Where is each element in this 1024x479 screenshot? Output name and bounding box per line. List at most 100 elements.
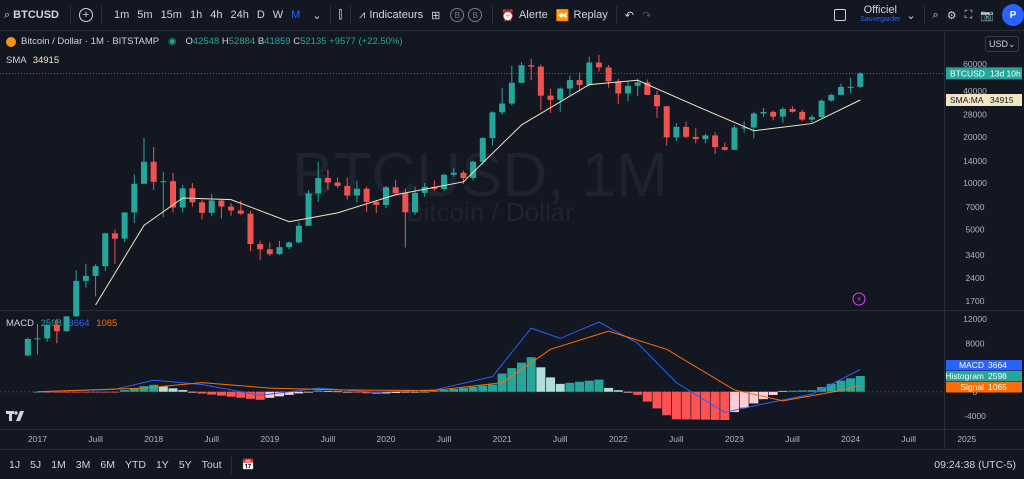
lightning-glyph: ⚡ xyxy=(856,295,862,304)
timeframe-D[interactable]: D xyxy=(256,9,265,21)
clock-display[interactable]: 09:24:38 (UTC-5) xyxy=(934,458,1016,471)
timeframe-1m[interactable]: 1m xyxy=(114,9,130,21)
sma-legend[interactable]: SMA 34915 xyxy=(6,55,59,66)
macd-label: MACD xyxy=(6,318,34,329)
timeframe-W[interactable]: W xyxy=(272,9,284,21)
candle-body xyxy=(654,94,661,107)
snapshot-button[interactable]: 📷 xyxy=(976,0,998,31)
templates-button[interactable]: ⊞ xyxy=(427,0,444,31)
macd-histogram-bar xyxy=(62,391,72,393)
range-Tout[interactable]: Tout xyxy=(201,458,222,471)
quick-search-button[interactable]: ⌕ xyxy=(929,0,943,31)
macd-tick-label: 8000 xyxy=(966,338,985,348)
price-tick-label: 2400 xyxy=(966,273,985,283)
symbol-search[interactable]: ⌕ BTCUSD xyxy=(0,0,66,31)
macd-histogram-bar xyxy=(662,391,672,416)
candle-body xyxy=(402,193,409,213)
macd-histogram-bar xyxy=(33,391,42,393)
candle-body xyxy=(712,135,719,148)
sma-tag-label: SMA:MA xyxy=(950,95,984,105)
publish-button[interactable]: P xyxy=(998,0,1024,31)
range-1Y[interactable]: 1Y xyxy=(155,458,169,471)
range-1M[interactable]: 1M xyxy=(51,458,66,471)
time-tick-label: Juill xyxy=(669,434,684,444)
compare-symbol-button[interactable]: + xyxy=(75,0,97,31)
candle-body xyxy=(547,95,554,100)
macd-histogram-bar xyxy=(526,357,536,392)
time-tick-label: 2023 xyxy=(725,434,744,444)
fullscreen-button[interactable]: ⛶ xyxy=(961,0,977,31)
macd-histogram-bar xyxy=(294,391,304,394)
candle-body xyxy=(412,192,419,213)
macd-histogram-bar xyxy=(429,391,439,392)
redo-button[interactable]: ↷ xyxy=(638,0,655,31)
divider xyxy=(70,6,71,24)
range-YTD[interactable]: YTD xyxy=(124,458,146,471)
undo-button[interactable]: ↶ xyxy=(621,0,638,31)
time-tick-label: 2018 xyxy=(144,434,163,444)
timeframe-1h[interactable]: 1h xyxy=(189,9,203,21)
candle-body xyxy=(199,202,206,213)
candle-body xyxy=(663,106,670,138)
alert-label: Alerte xyxy=(519,9,548,21)
rewind-icon: ⏪ xyxy=(555,9,570,22)
indicators-button[interactable]: ⩘ Indicateurs xyxy=(355,0,427,31)
range-6M[interactable]: 6M xyxy=(100,458,115,471)
range-1J[interactable]: 1J xyxy=(9,458,21,471)
price-tick-label: 1700 xyxy=(966,296,985,306)
candle-body xyxy=(305,193,312,226)
chart-type-button[interactable]: ⫿ xyxy=(335,0,347,31)
currency-dropdown[interactable]: USD ⌄ xyxy=(985,36,1019,52)
macd-histogram-bar xyxy=(100,391,110,393)
undo-icon: ↶ xyxy=(624,9,634,22)
indicators-label: Indicateurs xyxy=(369,9,424,21)
replay-label: Replay xyxy=(573,9,608,21)
candle-body xyxy=(218,200,225,207)
candle-body xyxy=(276,247,283,255)
replay-button[interactable]: ⏪ Replay xyxy=(552,0,612,31)
range-3M[interactable]: 3M xyxy=(75,458,91,471)
candle-body xyxy=(121,212,128,239)
candle-body xyxy=(721,147,728,150)
macd-histogram-bar xyxy=(517,362,526,392)
timeframe-24h[interactable]: 24h xyxy=(230,9,249,21)
candle-body xyxy=(683,126,690,137)
macd-histogram-bar xyxy=(536,367,546,392)
macd-histogram-bar xyxy=(468,386,478,392)
layout-name: Officiel Sauvegarder xyxy=(860,5,900,25)
macd-histogram-bar xyxy=(700,391,710,420)
b-circle-icon[interactable]: B xyxy=(468,8,483,22)
divider xyxy=(230,455,232,474)
macd-histogram-bar xyxy=(400,391,410,393)
range-5J[interactable]: 5J xyxy=(30,458,42,471)
price-tick-label: 3400 xyxy=(966,250,985,260)
candle-body xyxy=(479,138,486,162)
macd-histogram-bar xyxy=(362,391,372,394)
macd-histogram-bar xyxy=(778,390,788,392)
b-circle-icon[interactable]: B xyxy=(450,8,465,22)
macd-histogram-bar xyxy=(226,391,236,397)
candle-body xyxy=(779,108,786,117)
timeframe-dropdown[interactable]: ⌄ xyxy=(308,0,325,31)
macd-histogram-bar xyxy=(546,377,556,392)
macd-legend[interactable]: MACD 2598 3664 1065 xyxy=(6,318,117,329)
date-range-calendar-icon[interactable]: 📅 xyxy=(241,459,255,471)
time-tick-label: 2022 xyxy=(609,434,628,444)
settings-button[interactable]: ⚙ xyxy=(943,0,961,31)
macd-histogram-bar xyxy=(739,391,749,408)
timeframe-5m[interactable]: 5m xyxy=(137,9,153,21)
range-5Y[interactable]: 5Y xyxy=(178,458,192,471)
timeframe-M[interactable]: M xyxy=(291,9,301,21)
macd-histogram-bar xyxy=(42,391,52,393)
macd-histogram-bar xyxy=(381,391,391,394)
time-tick-label: 2019 xyxy=(260,434,279,444)
timeframe-15m[interactable]: 15m xyxy=(160,9,182,21)
layout-button[interactable]: Officiel Sauvegarder ⌄ xyxy=(830,0,919,31)
macd-histogram-bar xyxy=(759,391,768,400)
candle-body xyxy=(808,117,815,120)
macd-histogram-bar xyxy=(129,388,139,392)
timeframe-4h[interactable]: 4h xyxy=(210,9,223,21)
alert-button[interactable]: ⏰ Alerte xyxy=(497,0,551,31)
macd-histogram-bar xyxy=(187,391,197,393)
